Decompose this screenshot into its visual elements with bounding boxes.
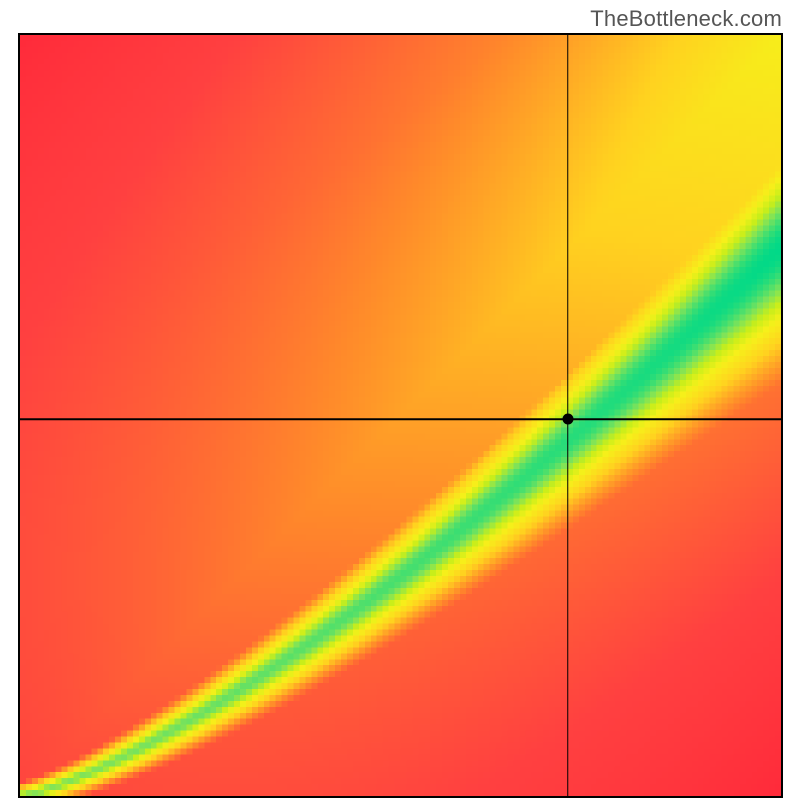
- watermark-text: TheBottleneck.com: [590, 6, 782, 32]
- crosshair-horizontal: [20, 419, 781, 421]
- bottleneck-heatmap-plot: [18, 33, 783, 798]
- heatmap-canvas: [20, 35, 781, 796]
- crosshair-marker: [562, 414, 573, 425]
